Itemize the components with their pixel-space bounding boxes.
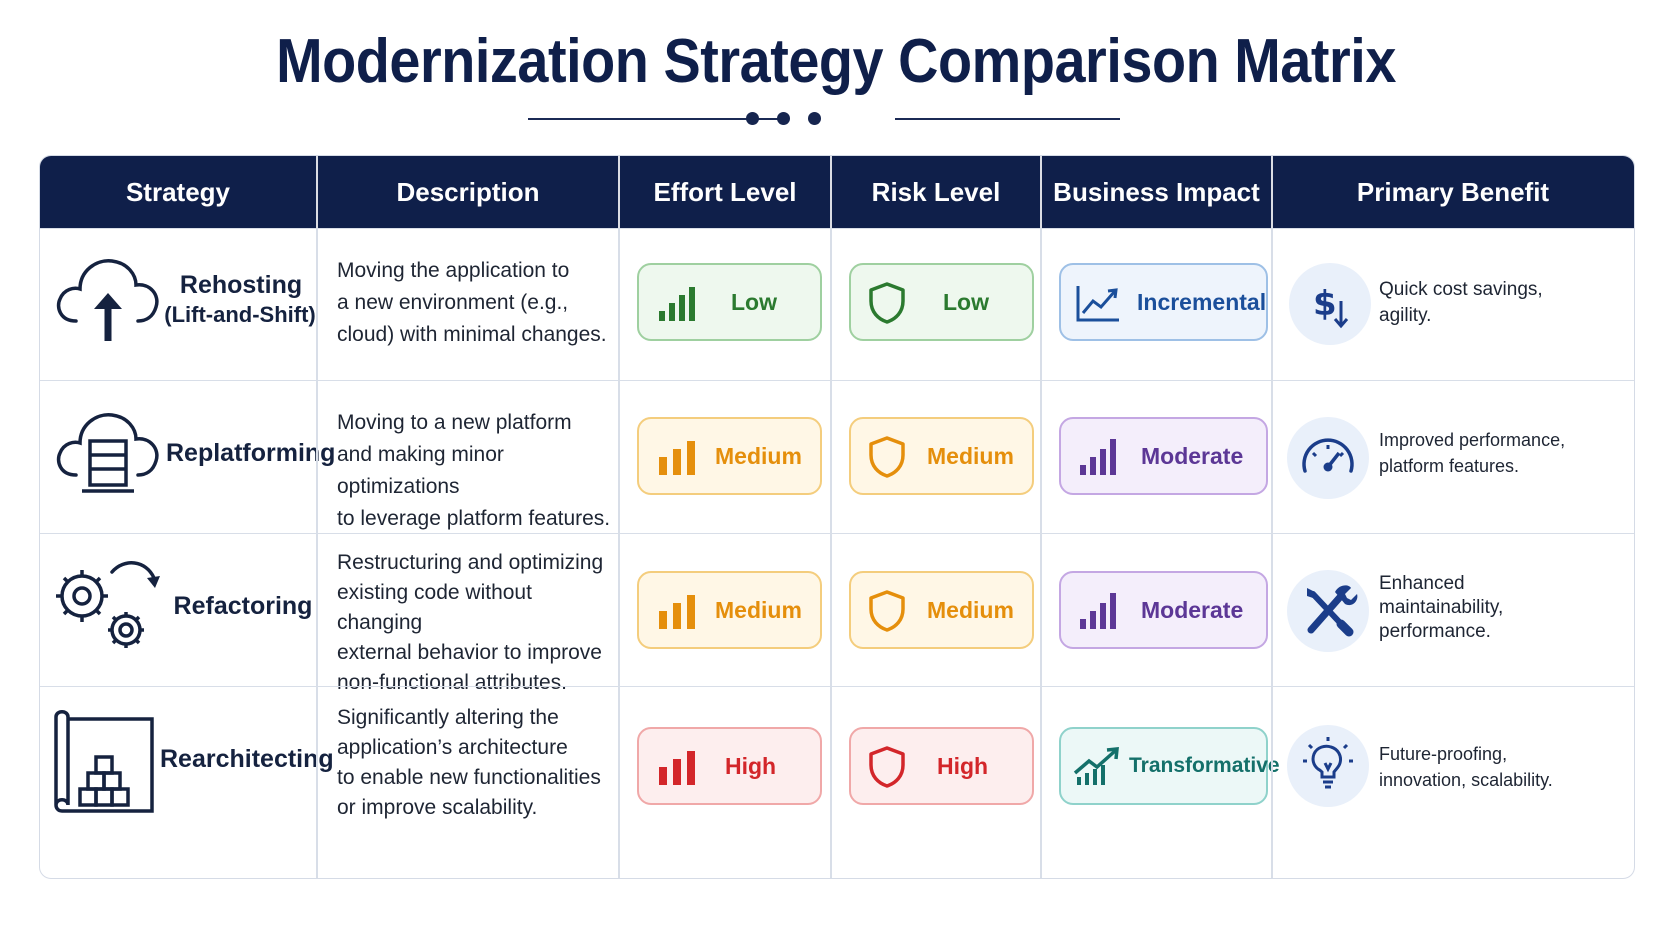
- effort-badge: Low: [637, 263, 822, 341]
- wrench-screwdriver-icon: [1307, 585, 1358, 637]
- lightbulb-icon: [1303, 737, 1353, 789]
- impact-text: Incremental: [1137, 289, 1267, 315]
- risk-level-text: Low: [943, 289, 989, 315]
- impact-text: Transformative: [1129, 754, 1280, 777]
- risk-level-text: High: [937, 753, 989, 779]
- impact-badge: Transformative: [1059, 727, 1280, 805]
- table-row: Rehosting (Lift-and-Shift) Moving the ap…: [40, 228, 1634, 380]
- bar-chart-icon: [659, 287, 695, 321]
- effort-level-text: Medium: [715, 597, 802, 623]
- benefit-icon-circle: [1287, 417, 1369, 499]
- effort-badge: Medium: [637, 417, 822, 495]
- header-primary-benefit: Primary Benefit: [1356, 177, 1550, 207]
- effort-badge: High: [637, 727, 822, 805]
- header-row: Strategy Description Effort Level Risk L…: [40, 156, 1634, 228]
- strategy-description: Moving to a new platform and making mino…: [337, 411, 611, 530]
- growth-arrow-icon: [1073, 747, 1119, 785]
- benefit-icon-circle: $: [1289, 263, 1371, 345]
- benefit-icon-circle: [1287, 725, 1369, 807]
- shield-icon: [869, 590, 905, 632]
- effort-badge: Medium: [637, 571, 822, 649]
- speedometer-icon: [1302, 438, 1354, 473]
- impact-badge: Moderate: [1059, 571, 1268, 649]
- header-effort-level: Effort Level: [653, 177, 797, 207]
- shield-icon: [869, 436, 905, 478]
- impact-badge: Incremental: [1059, 263, 1268, 341]
- primary-benefit: Improved performance, platform features.: [1379, 430, 1566, 476]
- strategy-subtitle: (Lift-and-Shift): [164, 302, 316, 327]
- benefit-icon-circle: [1287, 570, 1369, 652]
- risk-badge: High: [849, 727, 1034, 805]
- header-business-impact: Business Impact: [1053, 177, 1260, 207]
- bar-chart-icon: [659, 751, 695, 785]
- header-strategy: Strategy: [125, 177, 231, 207]
- effort-level-text: Low: [731, 289, 777, 315]
- effort-level-text: Medium: [715, 443, 802, 469]
- primary-benefit: Quick cost savings, agility.: [1379, 279, 1543, 326]
- title-divider: [528, 112, 1120, 126]
- header-description: Description: [396, 177, 540, 207]
- dollar-down-icon: $: [1313, 284, 1349, 329]
- impact-text: Moderate: [1141, 443, 1244, 469]
- effort-level-text: High: [725, 753, 777, 779]
- strategy-name: Replatforming: [166, 439, 336, 467]
- primary-benefit: Future-proofing, innovation, scalability…: [1379, 744, 1553, 790]
- risk-level-text: Medium: [927, 597, 1014, 623]
- strategy-name: Rearchitecting: [160, 745, 334, 773]
- shield-icon: [869, 746, 905, 788]
- impact-badge: Moderate: [1059, 417, 1268, 495]
- risk-badge: Low: [849, 263, 1034, 341]
- page-title: Modernization Strategy Comparison Matrix: [276, 27, 1396, 96]
- gears-icon: [56, 561, 160, 648]
- bar-chart-icon: [1080, 593, 1116, 629]
- strategy-name: Rehosting: [179, 271, 303, 299]
- cloud-upload-icon: [56, 259, 159, 341]
- comparison-matrix: Strategy Description Effort Level Risk L…: [39, 155, 1635, 879]
- strategy-name: Refactoring: [173, 592, 313, 620]
- table-row: Replatforming Moving to a new platform a…: [40, 380, 1634, 533]
- cloud-server-icon: [56, 413, 159, 493]
- svg-text:$: $: [1313, 284, 1337, 324]
- impact-text: Moderate: [1141, 597, 1244, 623]
- bar-chart-icon: [659, 595, 695, 629]
- risk-badge: Medium: [849, 571, 1034, 649]
- line-trend-icon: [1076, 286, 1119, 322]
- risk-badge: Medium: [849, 417, 1034, 495]
- primary-benefit: Enhanced maintainability, performance.: [1379, 573, 1504, 642]
- table-row: Refactoring Restructuring and optimizing…: [40, 533, 1634, 694]
- bar-chart-icon: [659, 441, 695, 475]
- table-row: Rearchitecting Significantly altering th…: [40, 686, 1634, 878]
- bar-chart-icon: [1080, 439, 1116, 475]
- strategy-description: Moving the application to a new environm…: [337, 259, 607, 346]
- strategy-description: Restructuring and optimizing existing co…: [337, 551, 604, 694]
- blueprint-icon: [54, 710, 154, 813]
- risk-level-text: Medium: [927, 443, 1014, 469]
- strategy-description: Significantly altering the application’s…: [337, 706, 601, 819]
- shield-icon: [869, 282, 905, 324]
- header-risk-level: Risk Level: [871, 177, 1001, 207]
